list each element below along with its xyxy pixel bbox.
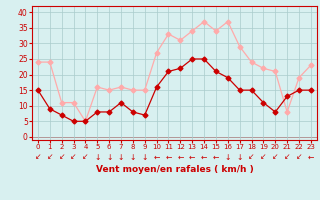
Text: ↙: ↙ — [296, 152, 302, 162]
Text: ↓: ↓ — [94, 152, 100, 162]
Text: ↙: ↙ — [248, 152, 255, 162]
Text: ↙: ↙ — [82, 152, 89, 162]
X-axis label: Vent moyen/en rafales ( km/h ): Vent moyen/en rafales ( km/h ) — [96, 165, 253, 174]
Text: ↓: ↓ — [141, 152, 148, 162]
Text: ←: ← — [165, 152, 172, 162]
Text: ↓: ↓ — [236, 152, 243, 162]
Text: ↓: ↓ — [118, 152, 124, 162]
Text: ↙: ↙ — [272, 152, 278, 162]
Text: ←: ← — [153, 152, 160, 162]
Text: ↓: ↓ — [225, 152, 231, 162]
Text: ←: ← — [201, 152, 207, 162]
Text: ←: ← — [308, 152, 314, 162]
Text: ↓: ↓ — [106, 152, 112, 162]
Text: ↙: ↙ — [70, 152, 77, 162]
Text: ↓: ↓ — [130, 152, 136, 162]
Text: ←: ← — [189, 152, 196, 162]
Text: ↙: ↙ — [284, 152, 290, 162]
Text: ↙: ↙ — [59, 152, 65, 162]
Text: ↙: ↙ — [47, 152, 53, 162]
Text: ↙: ↙ — [35, 152, 41, 162]
Text: ←: ← — [213, 152, 219, 162]
Text: ↙: ↙ — [260, 152, 267, 162]
Text: ←: ← — [177, 152, 184, 162]
